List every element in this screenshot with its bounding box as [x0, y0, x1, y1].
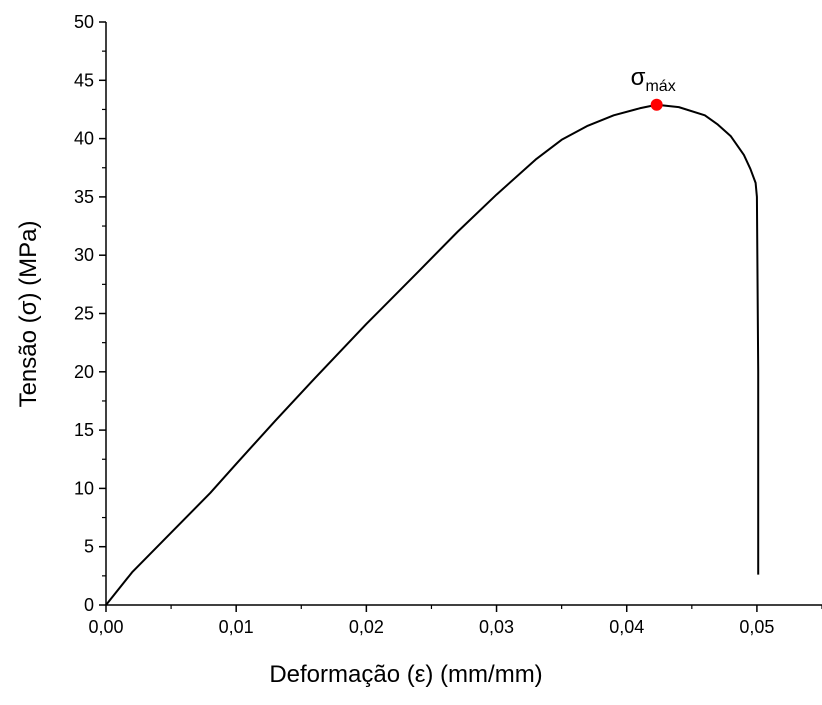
- y-tick-label: 10: [74, 478, 94, 498]
- x-tick-label: 0,00: [88, 617, 123, 637]
- y-tick-label: 50: [74, 12, 94, 32]
- axes: 0,00 0,01 0,02 0,03 0,04 0,05 0 5 10 15 20 25 30 35 40…: [74, 12, 822, 637]
- y-tick-label: 30: [74, 245, 94, 265]
- x-tick-label: 0,03: [479, 617, 514, 637]
- x-tick-label: 0,04: [609, 617, 644, 637]
- max-stress-point: [650, 98, 663, 111]
- x-tick-label: 0,02: [349, 617, 384, 637]
- x-axis-title: Deformação (ε) (mm/mm): [269, 661, 542, 688]
- series-line: [105, 103, 760, 606]
- x-tick-label: 0,05: [739, 617, 774, 637]
- x-tick-label: 0,01: [219, 617, 254, 637]
- y-tick-label: 0: [84, 595, 94, 615]
- y-tick-label: 45: [74, 70, 94, 90]
- y-tick-label: 25: [74, 304, 94, 324]
- max-stress-subscript: máx: [645, 78, 675, 95]
- y-tick-label: 40: [74, 129, 94, 149]
- y-tick-label: 15: [74, 420, 94, 440]
- y-axis-title: Tensão (σ) (MPa): [15, 221, 42, 408]
- max-stress-symbol: σ: [631, 64, 646, 91]
- max-stress-label: σmáx: [631, 64, 676, 95]
- y-tick-label: 5: [84, 537, 94, 557]
- annotation-layer: σmáx: [631, 64, 676, 111]
- y-tick-label: 20: [74, 362, 94, 382]
- series-layer: [105, 103, 760, 606]
- y-tick-label: 35: [74, 187, 94, 207]
